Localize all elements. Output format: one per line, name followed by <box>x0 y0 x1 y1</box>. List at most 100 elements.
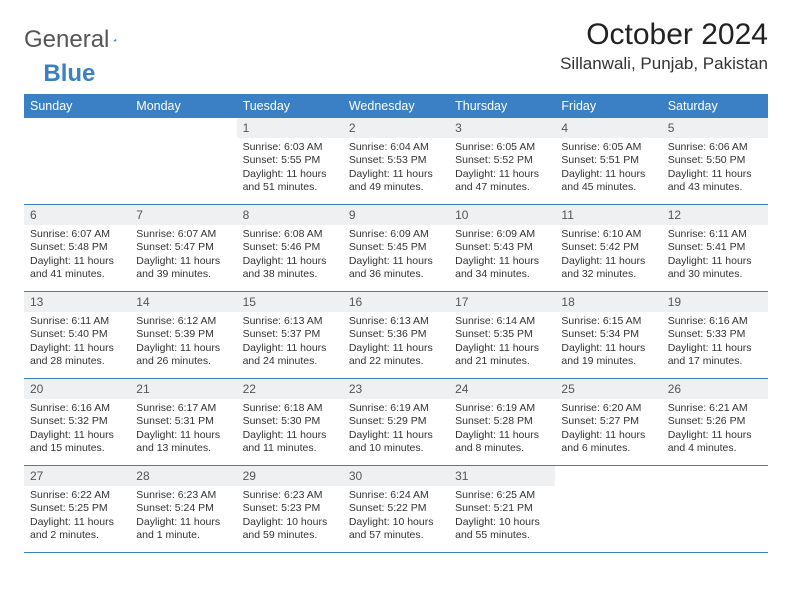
day-number: 23 <box>343 379 449 399</box>
calendar-day-cell: 2Sunrise: 6:04 AMSunset: 5:53 PMDaylight… <box>343 118 449 205</box>
weekday-header: Wednesday <box>343 94 449 118</box>
day-detail: Sunrise: 6:15 AMSunset: 5:34 PMDaylight:… <box>555 312 661 373</box>
calendar-day-cell: 29Sunrise: 6:23 AMSunset: 5:23 PMDayligh… <box>237 466 343 553</box>
calendar-day-cell: .. <box>24 118 130 205</box>
logo-sail-icon <box>113 30 117 50</box>
day-detail: Sunrise: 6:22 AMSunset: 5:25 PMDaylight:… <box>24 486 130 547</box>
calendar-day-cell: 18Sunrise: 6:15 AMSunset: 5:34 PMDayligh… <box>555 292 661 379</box>
calendar-day-cell: 8Sunrise: 6:08 AMSunset: 5:46 PMDaylight… <box>237 205 343 292</box>
day-detail: Sunrise: 6:23 AMSunset: 5:24 PMDaylight:… <box>130 486 236 547</box>
day-detail: Sunrise: 6:11 AMSunset: 5:40 PMDaylight:… <box>24 312 130 373</box>
day-number: 4 <box>555 118 661 138</box>
day-number: 12 <box>662 205 768 225</box>
day-detail: Sunrise: 6:20 AMSunset: 5:27 PMDaylight:… <box>555 399 661 460</box>
calendar-day-cell: 31Sunrise: 6:25 AMSunset: 5:21 PMDayligh… <box>449 466 555 553</box>
calendar-day-cell: 30Sunrise: 6:24 AMSunset: 5:22 PMDayligh… <box>343 466 449 553</box>
calendar-day-cell: 14Sunrise: 6:12 AMSunset: 5:39 PMDayligh… <box>130 292 236 379</box>
calendar-day-cell: 1Sunrise: 6:03 AMSunset: 5:55 PMDaylight… <box>237 118 343 205</box>
calendar-week-row: ....1Sunrise: 6:03 AMSunset: 5:55 PMDayl… <box>24 118 768 205</box>
day-number: 1 <box>237 118 343 138</box>
weekday-header: Thursday <box>449 94 555 118</box>
day-detail: Sunrise: 6:19 AMSunset: 5:29 PMDaylight:… <box>343 399 449 460</box>
day-number: 30 <box>343 466 449 486</box>
day-detail: Sunrise: 6:09 AMSunset: 5:43 PMDaylight:… <box>449 225 555 286</box>
location: Sillanwali, Punjab, Pakistan <box>560 54 768 74</box>
logo-text-2: Blue <box>43 60 95 88</box>
day-number: 8 <box>237 205 343 225</box>
page-title: October 2024 <box>560 18 768 52</box>
day-number: 6 <box>24 205 130 225</box>
day-detail: Sunrise: 6:18 AMSunset: 5:30 PMDaylight:… <box>237 399 343 460</box>
day-detail: Sunrise: 6:13 AMSunset: 5:37 PMDaylight:… <box>237 312 343 373</box>
weekday-header: Saturday <box>662 94 768 118</box>
calendar-day-cell: 13Sunrise: 6:11 AMSunset: 5:40 PMDayligh… <box>24 292 130 379</box>
day-number: 31 <box>449 466 555 486</box>
day-number: 16 <box>343 292 449 312</box>
calendar-week-row: 6Sunrise: 6:07 AMSunset: 5:48 PMDaylight… <box>24 205 768 292</box>
calendar-day-cell: 3Sunrise: 6:05 AMSunset: 5:52 PMDaylight… <box>449 118 555 205</box>
day-detail: Sunrise: 6:11 AMSunset: 5:41 PMDaylight:… <box>662 225 768 286</box>
calendar-day-cell: .. <box>662 466 768 553</box>
day-number: 26 <box>662 379 768 399</box>
calendar-table: Sunday Monday Tuesday Wednesday Thursday… <box>24 94 768 553</box>
calendar-day-cell: 28Sunrise: 6:23 AMSunset: 5:24 PMDayligh… <box>130 466 236 553</box>
day-number: 21 <box>130 379 236 399</box>
day-detail: Sunrise: 6:14 AMSunset: 5:35 PMDaylight:… <box>449 312 555 373</box>
calendar-week-row: 13Sunrise: 6:11 AMSunset: 5:40 PMDayligh… <box>24 292 768 379</box>
calendar-day-cell: .. <box>130 118 236 205</box>
day-number: 17 <box>449 292 555 312</box>
day-detail: Sunrise: 6:17 AMSunset: 5:31 PMDaylight:… <box>130 399 236 460</box>
calendar-day-cell: 16Sunrise: 6:13 AMSunset: 5:36 PMDayligh… <box>343 292 449 379</box>
day-detail: Sunrise: 6:16 AMSunset: 5:33 PMDaylight:… <box>662 312 768 373</box>
day-detail: Sunrise: 6:12 AMSunset: 5:39 PMDaylight:… <box>130 312 236 373</box>
day-number: 5 <box>662 118 768 138</box>
calendar-day-cell: 22Sunrise: 6:18 AMSunset: 5:30 PMDayligh… <box>237 379 343 466</box>
day-number: 15 <box>237 292 343 312</box>
day-number: 29 <box>237 466 343 486</box>
day-number: 7 <box>130 205 236 225</box>
day-detail: Sunrise: 6:09 AMSunset: 5:45 PMDaylight:… <box>343 225 449 286</box>
day-detail: Sunrise: 6:21 AMSunset: 5:26 PMDaylight:… <box>662 399 768 460</box>
calendar-day-cell: 11Sunrise: 6:10 AMSunset: 5:42 PMDayligh… <box>555 205 661 292</box>
calendar-week-row: 20Sunrise: 6:16 AMSunset: 5:32 PMDayligh… <box>24 379 768 466</box>
day-number: 18 <box>555 292 661 312</box>
day-detail: Sunrise: 6:07 AMSunset: 5:47 PMDaylight:… <box>130 225 236 286</box>
day-number: 27 <box>24 466 130 486</box>
day-number: 24 <box>449 379 555 399</box>
calendar-week-row: 27Sunrise: 6:22 AMSunset: 5:25 PMDayligh… <box>24 466 768 553</box>
calendar-day-cell: 9Sunrise: 6:09 AMSunset: 5:45 PMDaylight… <box>343 205 449 292</box>
calendar-day-cell: 23Sunrise: 6:19 AMSunset: 5:29 PMDayligh… <box>343 379 449 466</box>
day-detail: Sunrise: 6:25 AMSunset: 5:21 PMDaylight:… <box>449 486 555 547</box>
calendar-day-cell: 12Sunrise: 6:11 AMSunset: 5:41 PMDayligh… <box>662 205 768 292</box>
day-number: 9 <box>343 205 449 225</box>
weekday-header: Friday <box>555 94 661 118</box>
weekday-header: Monday <box>130 94 236 118</box>
calendar-day-cell: 26Sunrise: 6:21 AMSunset: 5:26 PMDayligh… <box>662 379 768 466</box>
calendar-day-cell: 25Sunrise: 6:20 AMSunset: 5:27 PMDayligh… <box>555 379 661 466</box>
day-detail: Sunrise: 6:13 AMSunset: 5:36 PMDaylight:… <box>343 312 449 373</box>
day-detail: Sunrise: 6:16 AMSunset: 5:32 PMDaylight:… <box>24 399 130 460</box>
day-number: 19 <box>662 292 768 312</box>
day-detail: Sunrise: 6:04 AMSunset: 5:53 PMDaylight:… <box>343 138 449 199</box>
weekday-header-row: Sunday Monday Tuesday Wednesday Thursday… <box>24 94 768 118</box>
calendar-day-cell: 5Sunrise: 6:06 AMSunset: 5:50 PMDaylight… <box>662 118 768 205</box>
day-detail: Sunrise: 6:05 AMSunset: 5:51 PMDaylight:… <box>555 138 661 199</box>
weekday-header: Tuesday <box>237 94 343 118</box>
day-detail: Sunrise: 6:07 AMSunset: 5:48 PMDaylight:… <box>24 225 130 286</box>
calendar-day-cell: 20Sunrise: 6:16 AMSunset: 5:32 PMDayligh… <box>24 379 130 466</box>
day-number: 11 <box>555 205 661 225</box>
day-number: 20 <box>24 379 130 399</box>
calendar-day-cell: 6Sunrise: 6:07 AMSunset: 5:48 PMDaylight… <box>24 205 130 292</box>
calendar-day-cell: 4Sunrise: 6:05 AMSunset: 5:51 PMDaylight… <box>555 118 661 205</box>
day-detail: Sunrise: 6:19 AMSunset: 5:28 PMDaylight:… <box>449 399 555 460</box>
logo: General <box>24 18 137 54</box>
day-detail: Sunrise: 6:24 AMSunset: 5:22 PMDaylight:… <box>343 486 449 547</box>
day-number: 14 <box>130 292 236 312</box>
weekday-header: Sunday <box>24 94 130 118</box>
day-number: 28 <box>130 466 236 486</box>
calendar-day-cell: 15Sunrise: 6:13 AMSunset: 5:37 PMDayligh… <box>237 292 343 379</box>
calendar-day-cell: 17Sunrise: 6:14 AMSunset: 5:35 PMDayligh… <box>449 292 555 379</box>
day-detail: Sunrise: 6:03 AMSunset: 5:55 PMDaylight:… <box>237 138 343 199</box>
calendar-day-cell: 27Sunrise: 6:22 AMSunset: 5:25 PMDayligh… <box>24 466 130 553</box>
calendar-day-cell: 24Sunrise: 6:19 AMSunset: 5:28 PMDayligh… <box>449 379 555 466</box>
